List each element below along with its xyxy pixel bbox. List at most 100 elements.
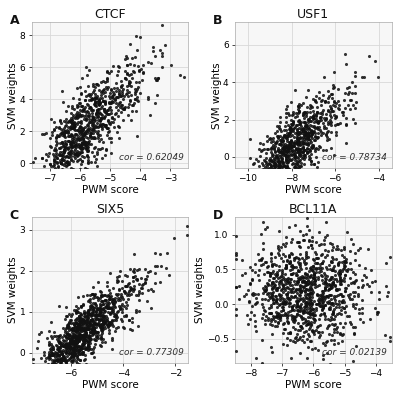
Point [98,298,104,304]
Point [132,96,138,102]
Point [350,289,356,295]
Point [97,325,104,331]
Point [305,278,311,284]
Point [106,296,112,302]
Point [318,114,325,121]
Point [86,335,93,341]
Point [66,133,72,139]
Point [76,148,82,155]
Point [311,248,318,255]
Point [75,356,82,362]
Point [102,300,109,306]
Point [50,167,56,173]
Point [57,339,63,345]
Point [108,135,114,141]
Point [100,90,106,96]
Point [328,314,334,320]
Point [64,342,70,348]
Point [312,133,318,140]
Point [74,323,81,330]
Point [81,357,87,363]
Point [88,107,94,113]
Point [270,289,276,295]
Point [72,343,79,349]
Point [310,116,316,122]
Point [85,159,92,166]
Point [94,119,100,126]
Point [302,306,308,312]
Point [294,311,300,317]
Point [294,307,301,314]
Point [81,139,87,146]
Point [236,295,242,302]
Point [95,320,101,326]
Point [99,145,105,151]
Point [265,165,272,172]
Point [368,289,374,295]
Point [317,332,324,338]
Point [108,298,115,305]
Point [100,314,107,321]
Point [71,122,77,129]
Point [78,304,84,310]
Point [66,351,72,357]
Point [86,104,93,111]
Point [315,274,321,280]
Point [269,296,276,302]
Point [92,328,98,334]
Point [69,361,76,367]
Point [338,307,344,314]
Point [268,167,275,173]
Point [74,309,80,316]
Point [110,308,116,314]
Point [291,150,298,157]
Point [104,78,110,84]
Point [286,131,292,137]
Point [80,325,87,332]
Point [132,53,138,60]
Point [298,141,304,147]
Point [251,167,258,173]
Point [286,303,292,309]
Point [68,123,74,129]
Point [106,320,112,327]
Point [62,139,68,146]
Point [306,304,313,310]
Point [314,291,320,297]
Point [294,154,300,161]
Point [302,273,308,280]
Point [63,121,69,128]
Point [78,315,84,321]
Point [268,136,274,142]
Point [318,294,325,300]
Point [74,158,80,164]
Point [246,297,252,304]
Point [271,283,278,289]
Point [59,343,66,349]
Point [287,286,294,293]
Point [52,154,59,160]
Point [73,167,80,173]
Point [312,260,318,266]
Point [104,76,110,82]
Point [306,287,313,293]
Point [98,89,104,95]
Point [76,314,83,321]
Point [30,362,36,368]
Point [76,112,82,119]
Point [310,319,317,326]
Point [118,83,124,90]
Point [70,320,76,326]
Point [87,104,93,111]
Point [281,275,288,282]
Point [86,343,93,349]
Point [269,279,275,286]
Point [110,322,116,329]
Point [300,125,306,131]
Point [62,145,68,151]
Point [62,160,68,167]
Point [98,334,104,340]
Point [68,353,74,360]
Point [283,147,290,154]
Point [82,337,89,343]
